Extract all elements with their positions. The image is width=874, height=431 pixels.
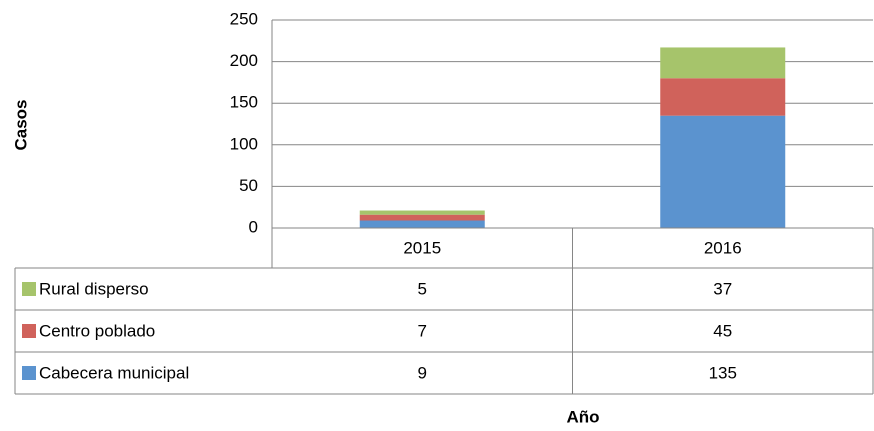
y-tick-label: 100 (230, 134, 258, 153)
y-tick-label: 50 (239, 176, 258, 195)
table-value: 45 (713, 321, 732, 340)
x-tick-label: 2015 (403, 238, 441, 257)
x-axis-title: Año (566, 407, 599, 426)
legend-key (22, 366, 36, 380)
table-value: 37 (713, 279, 732, 298)
legend-label: Centro poblado (39, 321, 155, 340)
bar-segment (660, 47, 786, 79)
bar-segment (660, 115, 786, 228)
legend-label: Cabecera municipal (39, 363, 189, 382)
x-tick-label: 2016 (704, 238, 742, 257)
table-value: 5 (418, 279, 427, 298)
table-value: 9 (418, 363, 427, 382)
bar-segment (359, 220, 485, 228)
y-tick-label: 0 (249, 217, 258, 236)
table-value: 7 (418, 321, 427, 340)
table-value: 135 (709, 363, 737, 382)
legend-key (22, 324, 36, 338)
legend-label: Rural disperso (39, 279, 149, 298)
y-tick-label: 150 (230, 93, 258, 112)
bar-segment (359, 214, 485, 221)
bar-segment (359, 210, 485, 215)
y-tick-label: 200 (230, 51, 258, 70)
y-tick-label: 250 (230, 9, 258, 28)
y-axis-title: Casos (11, 99, 30, 150)
legend-key (22, 282, 36, 296)
bar-segment (660, 78, 786, 116)
